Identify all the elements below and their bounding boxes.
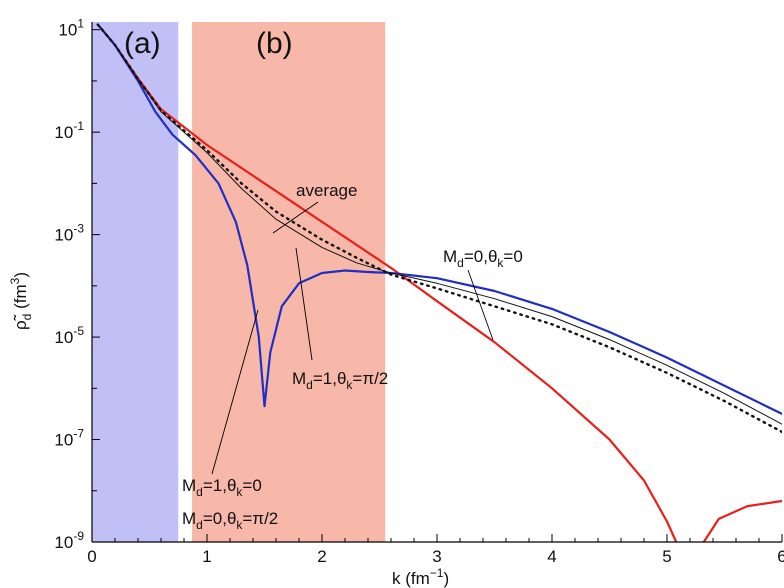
x-tick-label: 3: [432, 547, 441, 566]
y-tick-label: 10-3: [54, 222, 84, 245]
y-tick-label: 10-1: [54, 119, 84, 142]
x-tick-label: 0: [87, 547, 96, 566]
annotation-average: average: [296, 181, 357, 200]
x-tick-label: 6: [777, 547, 784, 566]
leader-md0-0: [467, 269, 494, 341]
region-label-b: (b): [256, 27, 293, 60]
y-tick-label: 10-7: [54, 427, 84, 450]
series-line-4: [96, 23, 782, 434]
region-0: [92, 22, 179, 542]
annotation-md0-theta-pi2: Md=0,θk=π/2: [182, 509, 278, 532]
series-line-0: [96, 23, 678, 542]
curves: [96, 23, 782, 542]
leader-md1-0: [211, 309, 259, 475]
annotation-leaders: [211, 201, 494, 475]
series-line-2: [96, 23, 782, 415]
series-line-1: [702, 499, 782, 542]
x-tick-label: 5: [662, 547, 671, 566]
x-tick-label: 1: [202, 547, 211, 566]
y-tick-label: 10-5: [54, 324, 84, 347]
y-tick-label: 101: [58, 17, 84, 40]
shaded-regions: [92, 22, 386, 542]
series-line-3: [97, 24, 782, 425]
region-label-a: (a): [124, 27, 161, 60]
y-axis-title: ρ̃d (fm3): [8, 272, 34, 330]
annotation-md1-theta-pi2: Md=1,θk=π/2: [292, 369, 388, 392]
annotation-md0-theta0: Md=0,θk=0: [443, 247, 523, 270]
x-tick-label: 4: [547, 547, 556, 566]
axis-ticks: 0 1 2 3 4 5 6 101 10-1 10-3 10-5 10-7 10-9: [54, 17, 784, 566]
region-1: [192, 22, 386, 542]
leader-average: [272, 201, 319, 234]
x-axis-title: k (fm−1): [392, 566, 449, 588]
leader-md1-pi2: [295, 247, 313, 361]
y-tick-label: 10-9: [54, 529, 84, 552]
x-tick-label: 2: [317, 547, 326, 566]
annotation-md1-theta0: Md=1,θk=0: [182, 476, 262, 499]
